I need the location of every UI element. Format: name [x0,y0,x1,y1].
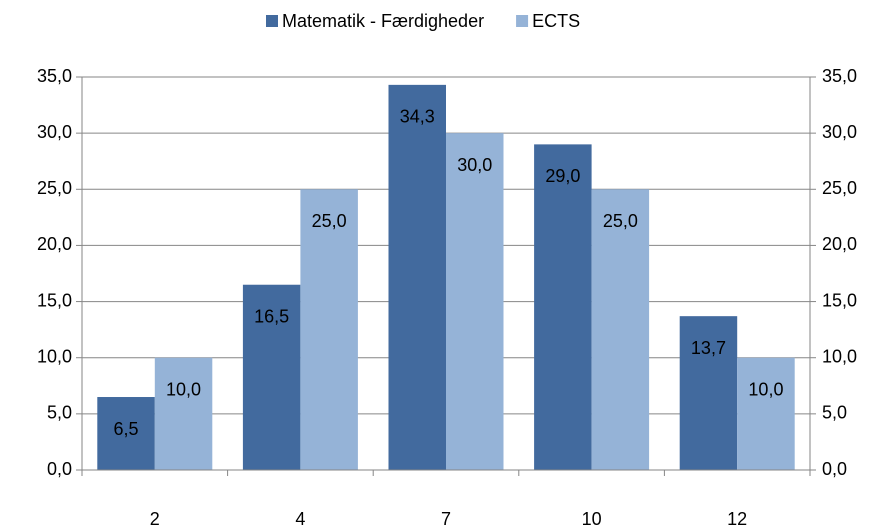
value-label: 6,5 [114,419,139,439]
y2-tick-label: 5,0 [822,403,847,423]
bar [97,397,155,470]
bar [388,84,446,471]
y2-tick-label: 35,0 [822,66,857,86]
value-label: 29,0 [545,166,580,186]
value-label: 25,0 [312,211,347,231]
x-tick-label: 4 [295,509,305,526]
legend-swatch [266,15,278,27]
legend-swatch [516,15,529,27]
value-label: 10,0 [748,379,783,399]
value-label: 30,0 [457,155,492,175]
value-label: 13,7 [691,338,726,358]
y-tick-label: 30,0 [37,122,72,142]
y-tick-label: 20,0 [37,234,72,254]
value-label: 25,0 [603,211,638,231]
y-tick-label: 15,0 [37,290,72,310]
y2-tick-label: 20,0 [822,234,857,254]
y-tick-label: 25,0 [37,178,72,198]
bar [679,316,738,470]
x-tick-label: 12 [727,509,747,526]
bar [737,357,795,470]
y2-tick-label: 0,0 [822,459,847,479]
y-tick-label: 35,0 [37,66,72,86]
bar [154,357,213,470]
y2-tick-label: 10,0 [822,346,857,366]
y2-tick-label: 15,0 [822,290,857,310]
legend-label: Matematik - Færdigheder [282,11,484,31]
bar [534,144,592,470]
x-tick-label: 2 [150,509,160,526]
value-label: 34,3 [400,107,435,127]
y-tick-label: 10,0 [37,346,72,366]
y-tick-label: 0,0 [47,459,72,479]
bar [300,189,358,471]
y2-tick-label: 30,0 [822,122,857,142]
x-tick-label: 7 [441,509,451,526]
legend-label: ECTS [532,11,580,31]
bar [591,189,650,471]
value-label: 10,0 [166,379,201,399]
x-tick-label: 10 [582,509,602,526]
bar [242,284,301,470]
y2-tick-label: 25,0 [822,178,857,198]
bar [446,133,504,470]
value-label: 16,5 [254,306,289,326]
y-tick-label: 5,0 [47,403,72,423]
